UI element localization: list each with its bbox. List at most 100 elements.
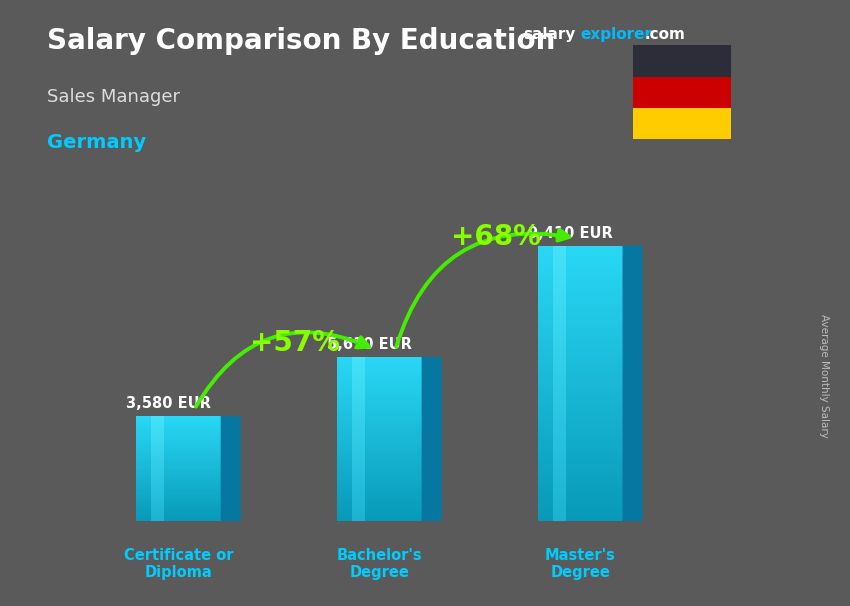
Bar [337, 499, 422, 501]
Bar [538, 311, 622, 315]
Bar [337, 412, 422, 415]
Bar [538, 321, 622, 325]
Bar [151, 491, 164, 492]
Bar [151, 461, 164, 462]
Bar [151, 505, 164, 507]
Bar [353, 502, 365, 505]
Bar [353, 476, 365, 478]
Bar [538, 362, 622, 366]
Bar [538, 345, 622, 349]
Bar [553, 352, 566, 356]
Bar [151, 508, 164, 510]
Bar [337, 468, 422, 470]
Bar [136, 458, 221, 459]
Bar [151, 471, 164, 473]
Bar [151, 496, 164, 498]
Bar [337, 375, 422, 378]
Bar [553, 394, 566, 397]
Bar [136, 441, 221, 442]
Bar [151, 473, 164, 474]
Bar [151, 427, 164, 428]
Bar [353, 410, 365, 412]
Bar [337, 451, 422, 453]
Text: 3,580 EUR: 3,580 EUR [126, 396, 211, 411]
Bar [136, 502, 221, 503]
Bar [538, 245, 622, 249]
Bar [151, 516, 164, 518]
Bar [337, 410, 422, 412]
Bar [538, 483, 622, 487]
Bar [538, 331, 622, 335]
Bar [538, 466, 622, 470]
Bar [553, 297, 566, 301]
Bar [353, 490, 365, 493]
Bar [151, 478, 164, 479]
Bar [353, 482, 365, 484]
Bar [553, 473, 566, 476]
Bar [353, 382, 365, 384]
Bar [553, 435, 566, 439]
Bar [337, 490, 422, 493]
Bar [353, 453, 365, 456]
Bar [337, 474, 422, 476]
Bar [337, 384, 422, 385]
Bar [353, 445, 365, 447]
Bar [553, 253, 566, 256]
Bar [553, 359, 566, 362]
Bar [136, 512, 221, 513]
Bar [553, 249, 566, 253]
Bar [353, 408, 365, 410]
Bar [353, 406, 365, 408]
Bar [136, 422, 221, 423]
Bar [353, 511, 365, 513]
Bar [136, 482, 221, 483]
Bar [553, 370, 566, 373]
Bar [553, 301, 566, 304]
Bar [353, 488, 365, 490]
Bar [151, 487, 164, 488]
Bar [151, 462, 164, 464]
Text: .com: .com [644, 27, 685, 42]
Bar [353, 365, 365, 367]
Bar [553, 373, 566, 376]
Bar [136, 484, 221, 486]
Bar [353, 441, 365, 443]
Bar [151, 507, 164, 508]
Bar [538, 359, 622, 362]
Bar [538, 459, 622, 462]
Bar [337, 482, 422, 484]
Bar [136, 428, 221, 430]
Bar [353, 378, 365, 379]
Bar [553, 342, 566, 345]
Bar [136, 513, 221, 514]
Bar [136, 431, 221, 432]
Bar [553, 487, 566, 490]
Bar [353, 470, 365, 472]
Bar [538, 273, 622, 276]
Bar [553, 501, 566, 504]
Bar [538, 304, 622, 308]
Bar [151, 519, 164, 520]
Bar [353, 515, 365, 517]
Bar [353, 435, 365, 437]
Bar [136, 475, 221, 476]
Bar [151, 518, 164, 519]
Bar [553, 321, 566, 325]
Bar [538, 418, 622, 421]
Bar [337, 472, 422, 474]
Bar [553, 452, 566, 456]
Bar [353, 437, 365, 439]
Bar [538, 397, 622, 401]
Bar [136, 424, 221, 425]
Bar [353, 385, 365, 388]
Bar [538, 339, 622, 342]
Bar [538, 276, 622, 280]
Bar [538, 501, 622, 504]
Bar [553, 442, 566, 445]
Polygon shape [422, 357, 442, 521]
Text: Certificate or
Diploma: Certificate or Diploma [124, 548, 233, 580]
Bar [553, 497, 566, 501]
Bar [538, 301, 622, 304]
Bar [538, 349, 622, 352]
Bar [538, 431, 622, 435]
